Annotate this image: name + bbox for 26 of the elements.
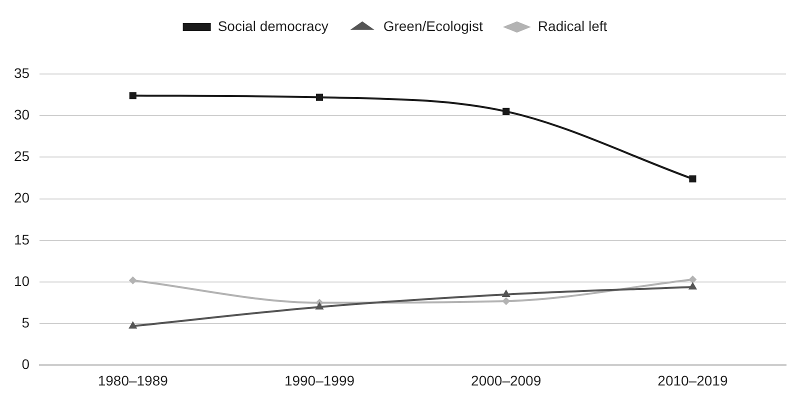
point — [128, 321, 138, 329]
legend-label: Green/Ecologist — [383, 18, 484, 34]
y-tick-label: 25 — [14, 148, 30, 164]
point — [129, 92, 136, 100]
point — [502, 289, 510, 297]
y-tick-label: 30 — [14, 106, 30, 122]
y-tick-label: 15 — [14, 231, 30, 248]
point — [128, 276, 137, 284]
x-tick-label: 2010–2019 — [658, 372, 728, 388]
point — [688, 282, 698, 290]
point — [315, 302, 324, 310]
x-tick-label: 1980–1989 — [98, 372, 168, 388]
legend-label: Social democracy — [218, 18, 328, 34]
point — [688, 276, 697, 284]
point — [689, 175, 696, 182]
point — [502, 108, 510, 115]
y-tick-label: 5 — [22, 314, 30, 330]
point — [502, 297, 510, 306]
x-tick-label: 2000–2009 — [471, 372, 542, 388]
y-tick-label: 35 — [14, 64, 30, 81]
legend-label: Radical left — [538, 18, 608, 34]
y-tick-label: 10 — [14, 272, 30, 289]
x-tick-label: 1990–1999 — [284, 372, 355, 388]
point — [316, 94, 324, 101]
y-tick-label: 0 — [22, 356, 30, 372]
y-tick-label: 20 — [14, 190, 30, 206]
